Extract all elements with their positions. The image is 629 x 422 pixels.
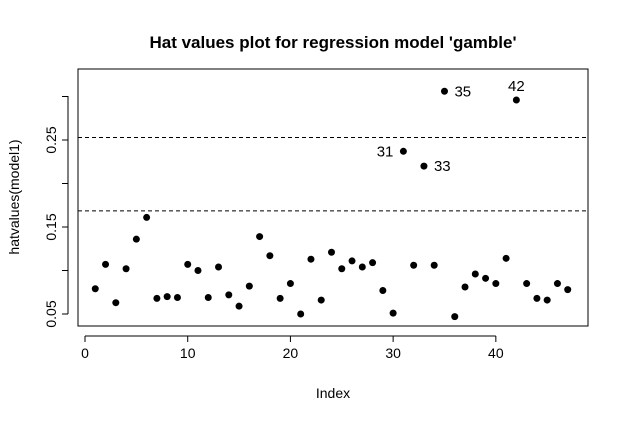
chart-title: Hat values plot for regression model 'ga… <box>149 33 516 52</box>
data-point <box>461 283 469 291</box>
data-point <box>184 260 192 268</box>
x-tick-label: 40 <box>488 345 504 361</box>
data-point <box>420 162 428 170</box>
data-point <box>338 265 346 273</box>
data-points <box>91 87 572 321</box>
data-point <box>122 265 130 273</box>
data-point <box>204 293 212 301</box>
data-point <box>369 259 377 267</box>
data-point <box>430 261 438 269</box>
data-point <box>102 260 110 268</box>
data-point <box>564 286 572 294</box>
data-point <box>194 267 202 274</box>
data-point <box>358 263 366 271</box>
data-point <box>471 270 479 278</box>
y-axis: 0.05 0.15 0.25 <box>43 96 69 328</box>
data-point <box>307 255 315 263</box>
data-point <box>523 280 531 288</box>
reference-lines <box>78 136 588 212</box>
data-point <box>482 274 490 282</box>
y-tick-label: 0.15 <box>43 213 59 240</box>
y-tick-label: 0.05 <box>43 300 59 327</box>
x-tick-label: 30 <box>385 345 401 361</box>
x-tick-label: 0 <box>81 345 89 361</box>
data-point <box>492 280 500 288</box>
data-point <box>328 248 335 256</box>
point-labels: 31 33 35 42 <box>377 78 525 175</box>
data-point <box>235 302 243 310</box>
data-point <box>533 294 541 302</box>
data-point <box>451 313 459 321</box>
data-point <box>543 296 551 304</box>
data-point <box>276 294 284 302</box>
point-label: 42 <box>508 78 525 95</box>
data-point <box>256 233 264 241</box>
data-point <box>502 254 510 262</box>
point-label: 31 <box>377 143 394 160</box>
data-point <box>389 309 397 317</box>
data-point <box>512 96 520 104</box>
x-tick-label: 10 <box>180 345 196 361</box>
point-label: 33 <box>434 158 451 175</box>
data-point <box>440 87 448 95</box>
data-point <box>143 213 151 221</box>
data-point <box>317 296 325 304</box>
data-point <box>112 299 120 307</box>
x-axis-label: Index <box>316 385 350 401</box>
data-point <box>132 235 140 243</box>
plot-box <box>77 68 589 327</box>
x-axis: 0 10 20 30 40 <box>81 335 504 361</box>
data-point <box>153 294 161 302</box>
data-point <box>379 287 387 295</box>
data-point <box>297 310 305 318</box>
data-point <box>91 285 99 293</box>
y-tick-label: 0.25 <box>43 126 59 153</box>
data-point <box>399 147 407 155</box>
data-point <box>348 257 356 265</box>
data-point <box>286 280 294 288</box>
data-point <box>410 261 418 269</box>
data-point <box>173 293 181 301</box>
point-label: 35 <box>454 83 471 100</box>
data-point <box>225 291 233 299</box>
data-point <box>553 280 561 288</box>
data-point <box>215 263 223 271</box>
data-point <box>266 252 274 260</box>
data-point <box>163 293 171 301</box>
x-tick-label: 20 <box>283 345 299 361</box>
data-point <box>245 282 253 290</box>
y-axis-label: hatvalues(model1) <box>6 139 22 254</box>
